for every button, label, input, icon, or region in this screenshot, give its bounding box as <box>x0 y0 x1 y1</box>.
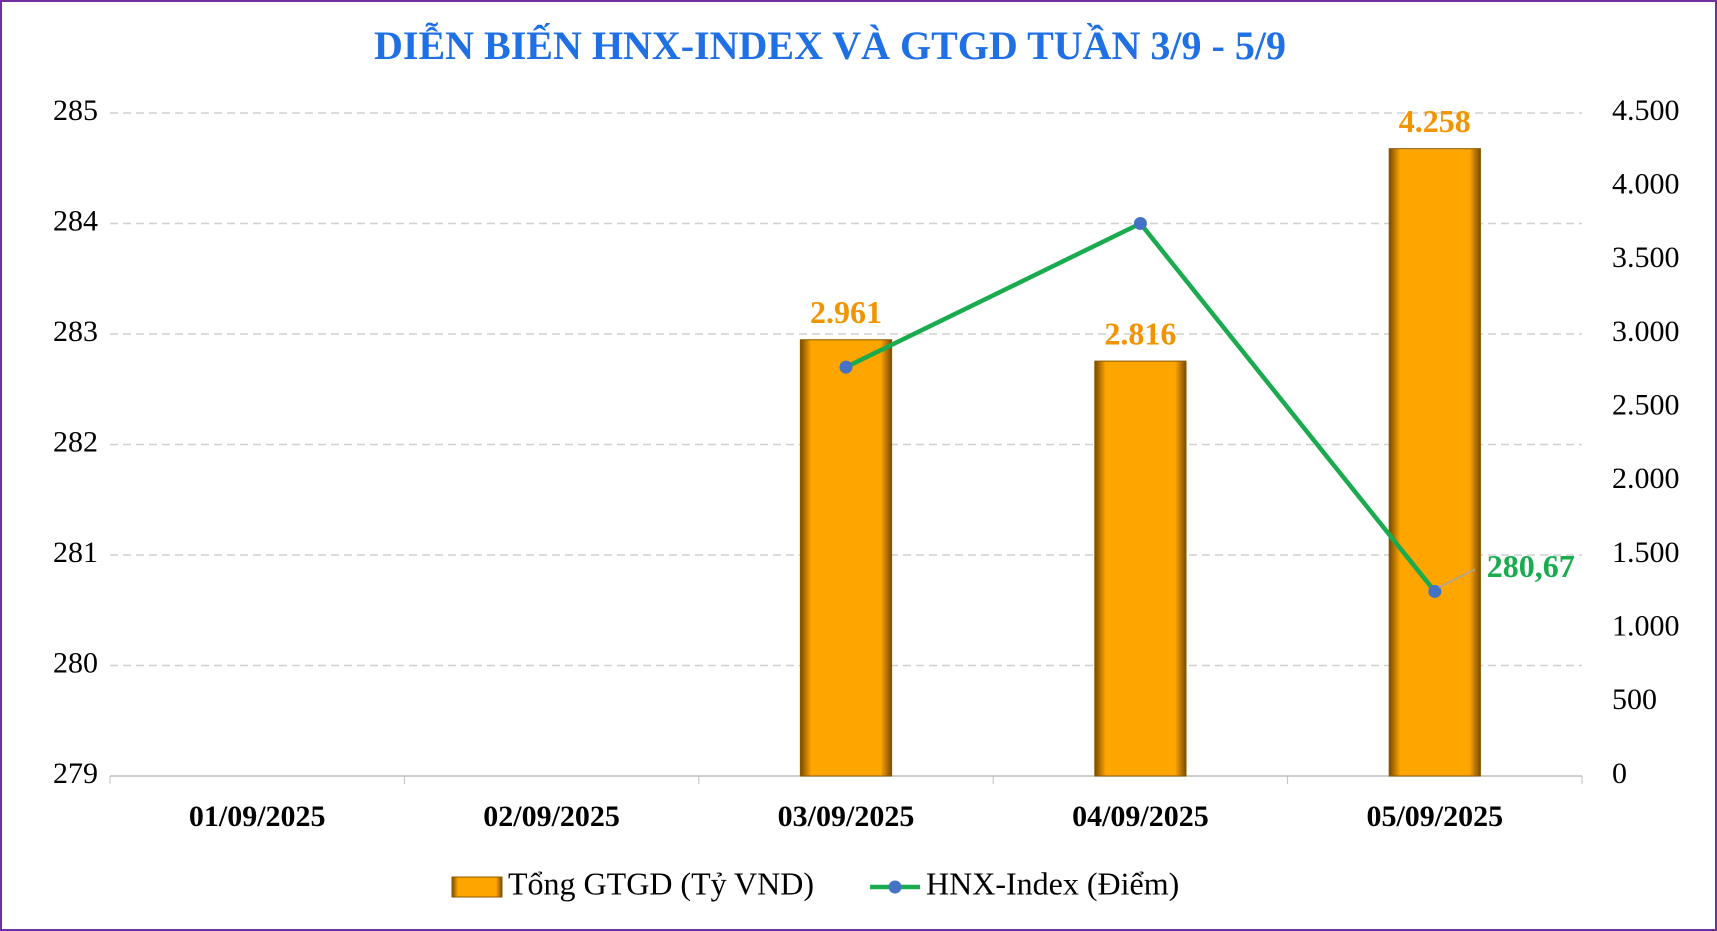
x-tick-label: 03/09/2025 <box>778 800 915 833</box>
y-tick-label: 285 <box>53 94 98 127</box>
y2-tick-label: 1.000 <box>1612 610 1680 643</box>
line-value-label: 280,67 <box>1487 548 1575 584</box>
y2-tick-label: 4.500 <box>1612 94 1680 127</box>
y-tick-label: 282 <box>53 425 98 458</box>
bar-value-label: 4.258 <box>1399 103 1471 139</box>
y2-tick-label: 2.500 <box>1612 389 1680 422</box>
x-tick-label: 01/09/2025 <box>189 800 326 833</box>
y-tick-label: 280 <box>53 646 98 679</box>
legend-label: Tổng GTGD (Tỷ VND) <box>508 865 814 901</box>
line-marker <box>1133 217 1147 230</box>
chart-title: DIỄN BIẾN HNX-INDEX VÀ GTGD TUẦN 3/9 - 5… <box>374 22 1286 68</box>
x-tick-label: 02/09/2025 <box>483 800 620 833</box>
bar-value-label: 2.961 <box>810 294 882 330</box>
bar <box>1094 360 1187 777</box>
legend-swatch <box>451 876 503 898</box>
legend-label: HNX-Index (Điểm) <box>926 865 1179 901</box>
y-tick-label: 283 <box>53 315 98 348</box>
x-tick-label: 04/09/2025 <box>1072 800 1209 833</box>
bar <box>799 339 893 777</box>
y2-tick-label: 2.000 <box>1612 462 1680 495</box>
bar-value-label: 2.816 <box>1104 315 1176 351</box>
label-leader <box>1438 568 1476 589</box>
bar <box>1388 148 1481 777</box>
y2-tick-label: 4.000 <box>1612 168 1680 201</box>
legend-marker <box>888 880 902 894</box>
y2-tick-label: 1.500 <box>1612 536 1680 569</box>
y2-tick-label: 3.000 <box>1612 315 1680 348</box>
y-tick-label: 279 <box>53 757 98 790</box>
line-marker <box>1428 584 1442 598</box>
y2-tick-label: 500 <box>1612 683 1657 716</box>
y2-tick-label: 0 <box>1612 757 1627 790</box>
y-tick-label: 281 <box>53 536 98 569</box>
y-tick-label: 284 <box>53 204 98 237</box>
x-tick-label: 05/09/2025 <box>1366 800 1503 833</box>
y2-tick-label: 3.500 <box>1612 241 1680 274</box>
line-marker <box>839 360 853 374</box>
